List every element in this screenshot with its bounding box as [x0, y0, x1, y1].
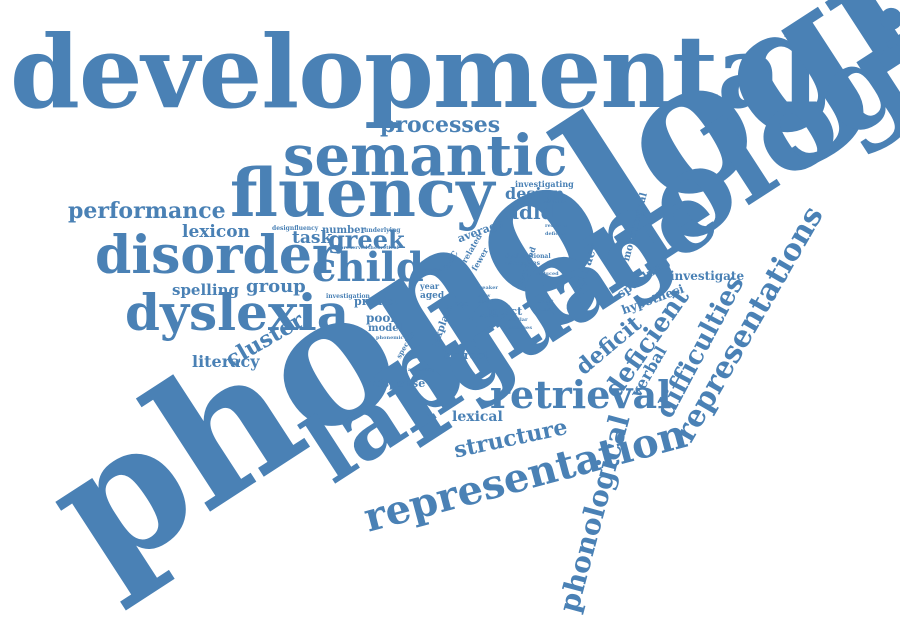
word-reduced: reduced [536, 271, 559, 277]
word-similar: similar [508, 317, 528, 323]
word-age: age [455, 299, 469, 308]
word-preserved: preserved [340, 245, 368, 251]
word-switches: switches [508, 325, 533, 331]
word-lexicon: lexicon [182, 222, 250, 242]
word-poor: poor [366, 311, 397, 325]
word-study: study [478, 299, 494, 305]
word-fluency: fluency [230, 154, 495, 232]
word-lexical: lexical [452, 409, 503, 425]
word-underlying: underlying [364, 227, 401, 234]
word-performance: performance [68, 198, 226, 224]
word-disorder: disorder [95, 225, 340, 286]
word-child: child [312, 244, 424, 291]
word-phonemic: phonemic [376, 335, 404, 341]
word-aged: aged [420, 291, 445, 301]
word-semantic: semantic [283, 123, 568, 189]
word-relative: relative [422, 267, 444, 273]
word-extent: extent [536, 299, 554, 305]
word-processes: processes [380, 112, 501, 138]
word-predict: predict [354, 295, 399, 308]
word-investigate: investigate [670, 269, 745, 283]
word-weaker: weaker [478, 285, 499, 291]
word-correct: correct [444, 349, 489, 362]
word-evidence: evidence [542, 199, 567, 205]
word-ddld: ddld [505, 200, 555, 224]
word-greek: greek [328, 225, 405, 254]
word-number: number [322, 225, 366, 236]
word-developmental: developmental [10, 13, 819, 131]
word-theoretical: theoretical [368, 245, 399, 251]
word-year: year [420, 281, 440, 291]
word-investigating: investigating [515, 179, 574, 189]
word-investigation: investigation [326, 293, 370, 300]
word-group: group [246, 276, 306, 297]
word-slow: slow [478, 293, 491, 299]
word-retrieve: retrieve [545, 223, 567, 229]
word-speed: speed [380, 365, 397, 371]
word-retrieval: retrieval [490, 372, 672, 417]
word-dyslexia: dyslexia [125, 283, 350, 342]
word-task: task [292, 228, 333, 248]
word-spelling: spelling [172, 281, 239, 299]
word-design: design [505, 184, 565, 203]
word-accessing: accessing [408, 367, 436, 373]
word-deficits: deficits [545, 231, 566, 237]
word-response: response [370, 377, 426, 390]
word-dysfunctional: dysfunctional [505, 253, 551, 260]
word-factor: factor [536, 307, 553, 313]
word-designfluency: designfluency [272, 225, 319, 232]
word-categories: categories [505, 260, 540, 267]
word-explicit: explicit [478, 313, 499, 319]
word-literacy: literacy [192, 352, 260, 371]
word-intact: intact [486, 305, 523, 318]
word-model: model [368, 323, 403, 334]
